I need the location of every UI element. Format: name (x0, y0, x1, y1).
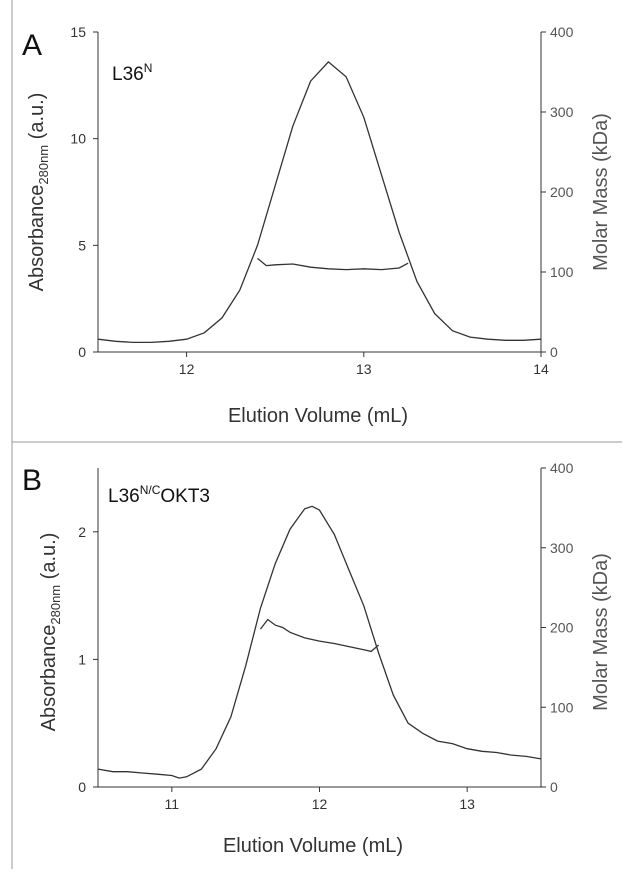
y-tick-label: 0 (78, 779, 86, 795)
panel-letter-b: B (22, 464, 42, 497)
x-axis-title-b: Elution Volume (mL) (223, 835, 403, 857)
y-axis-title-rest: (a.u.) (38, 533, 60, 585)
sample-label-base: L36 (112, 64, 144, 85)
y-tick-label: 0 (78, 344, 86, 360)
y-axis-title-base: Absorbance (26, 185, 48, 292)
y-axis-title-sub: 280nm (36, 145, 51, 185)
sample-label-sup: N/C (140, 483, 161, 497)
y-axis-title-b: Absorbance280nm (a.u.) (38, 533, 63, 732)
y-axis-title-rest: (a.u.) (26, 93, 48, 145)
y2-tick-label: 0 (550, 779, 558, 795)
absorbance-line (98, 62, 541, 343)
y-tick-label: 10 (70, 131, 86, 147)
y-tick-label: 15 (70, 24, 86, 40)
x-tick-label: 12 (312, 796, 328, 812)
sample-label-rest: OKT3 (160, 486, 210, 507)
absorbance-line (98, 506, 541, 778)
y2-tick-label: 200 (550, 620, 574, 636)
x-axis-title-a: Elution Volume (mL) (228, 405, 408, 427)
sample-label-base: L36 (108, 486, 140, 507)
y2-tick-label: 100 (550, 699, 574, 715)
y2-tick-label: 300 (550, 104, 574, 120)
panel-a: A L36N Elution Volume (mL) Absorbance280… (22, 24, 612, 427)
y2-tick-label: 400 (550, 24, 574, 40)
y-axis-title-sub: 280nm (48, 585, 63, 625)
y2-tick-label: 200 (550, 184, 574, 200)
y2-tick-label: 0 (550, 344, 558, 360)
y2-tick-label: 300 (550, 540, 574, 556)
sample-label-b: L36N/COKT3 (108, 483, 210, 507)
y-tick-label: 2 (78, 524, 86, 540)
y2-tick-label: 100 (550, 264, 574, 280)
y-axis-title-a: Absorbance280nm (a.u.) (26, 93, 51, 292)
panel-b: B L36N/COKT3 Elution Volume (mL) Absorba… (22, 460, 612, 857)
x-tick-label: 13 (356, 361, 372, 377)
x-tick-label: 11 (165, 796, 180, 812)
y-axis-title-base: Absorbance (38, 625, 60, 732)
molar-mass-line (260, 620, 378, 652)
molar-mass-line (258, 258, 409, 269)
sample-label-a: L36N (112, 61, 152, 85)
sample-label-sup: N (144, 61, 153, 75)
x-tick-label: 13 (459, 796, 475, 812)
y-tick-label: 5 (78, 237, 86, 253)
y2-axis-title-b: Molar Mass (kDa) (590, 553, 612, 711)
x-tick-label: 14 (533, 361, 549, 377)
y2-tick-label: 400 (550, 460, 574, 476)
y2-axis-title-a: Molar Mass (kDa) (590, 113, 612, 271)
panel-letter-a: A (22, 29, 42, 62)
x-tick-label: 12 (179, 361, 195, 377)
y-tick-label: 1 (78, 651, 86, 667)
